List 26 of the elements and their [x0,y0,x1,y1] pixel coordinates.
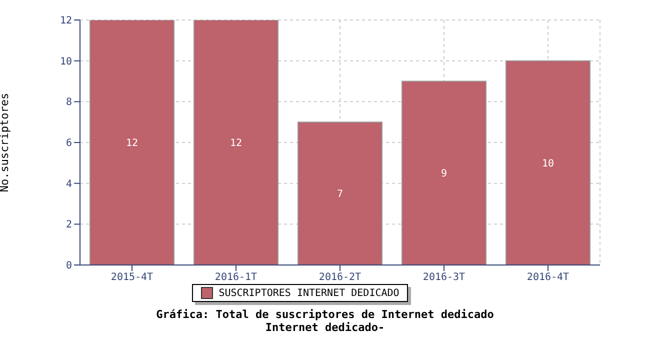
x-tick-label: 2016-4T [526,272,570,284]
text: SUSCRIPTORES INTERNET DEDICADO [218,287,400,299]
x-tick-label: 2016-1T [214,272,258,284]
bar [298,122,382,265]
y-tick-label: 4 [66,178,72,190]
y-tick-label: 0 [66,260,72,272]
y-axis-title: No.suscriptores [0,92,11,192]
y-tick-label: 6 [66,138,72,150]
x-tick-label: 2016-2T [318,272,362,284]
x-tick-label: 2016-3T [422,272,466,284]
text: Internet dedicado- [264,321,386,334]
bar [506,60,590,265]
x-tick-label: 2015-4T [110,272,154,284]
data-label: 12 [230,138,242,150]
y-tick-label: 2 [66,220,72,231]
bar [90,20,174,265]
y-tick-label: 8 [66,97,72,108]
bar [402,80,486,265]
data-label: 7 [336,189,344,200]
bar [194,20,278,265]
y-tick-label: 12 [60,16,72,27]
data-label: 12 [126,138,138,150]
y-tick-label: 10 [60,56,72,68]
text: Gráfica: Total de suscriptores de Internet dedicado [155,308,495,321]
data-label: 9 [440,168,448,180]
data-label: 10 [542,158,554,170]
